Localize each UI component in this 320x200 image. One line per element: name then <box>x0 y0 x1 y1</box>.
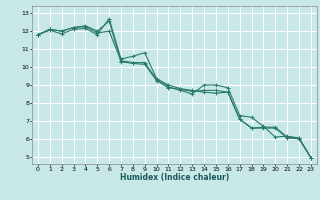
X-axis label: Humidex (Indice chaleur): Humidex (Indice chaleur) <box>120 173 229 182</box>
